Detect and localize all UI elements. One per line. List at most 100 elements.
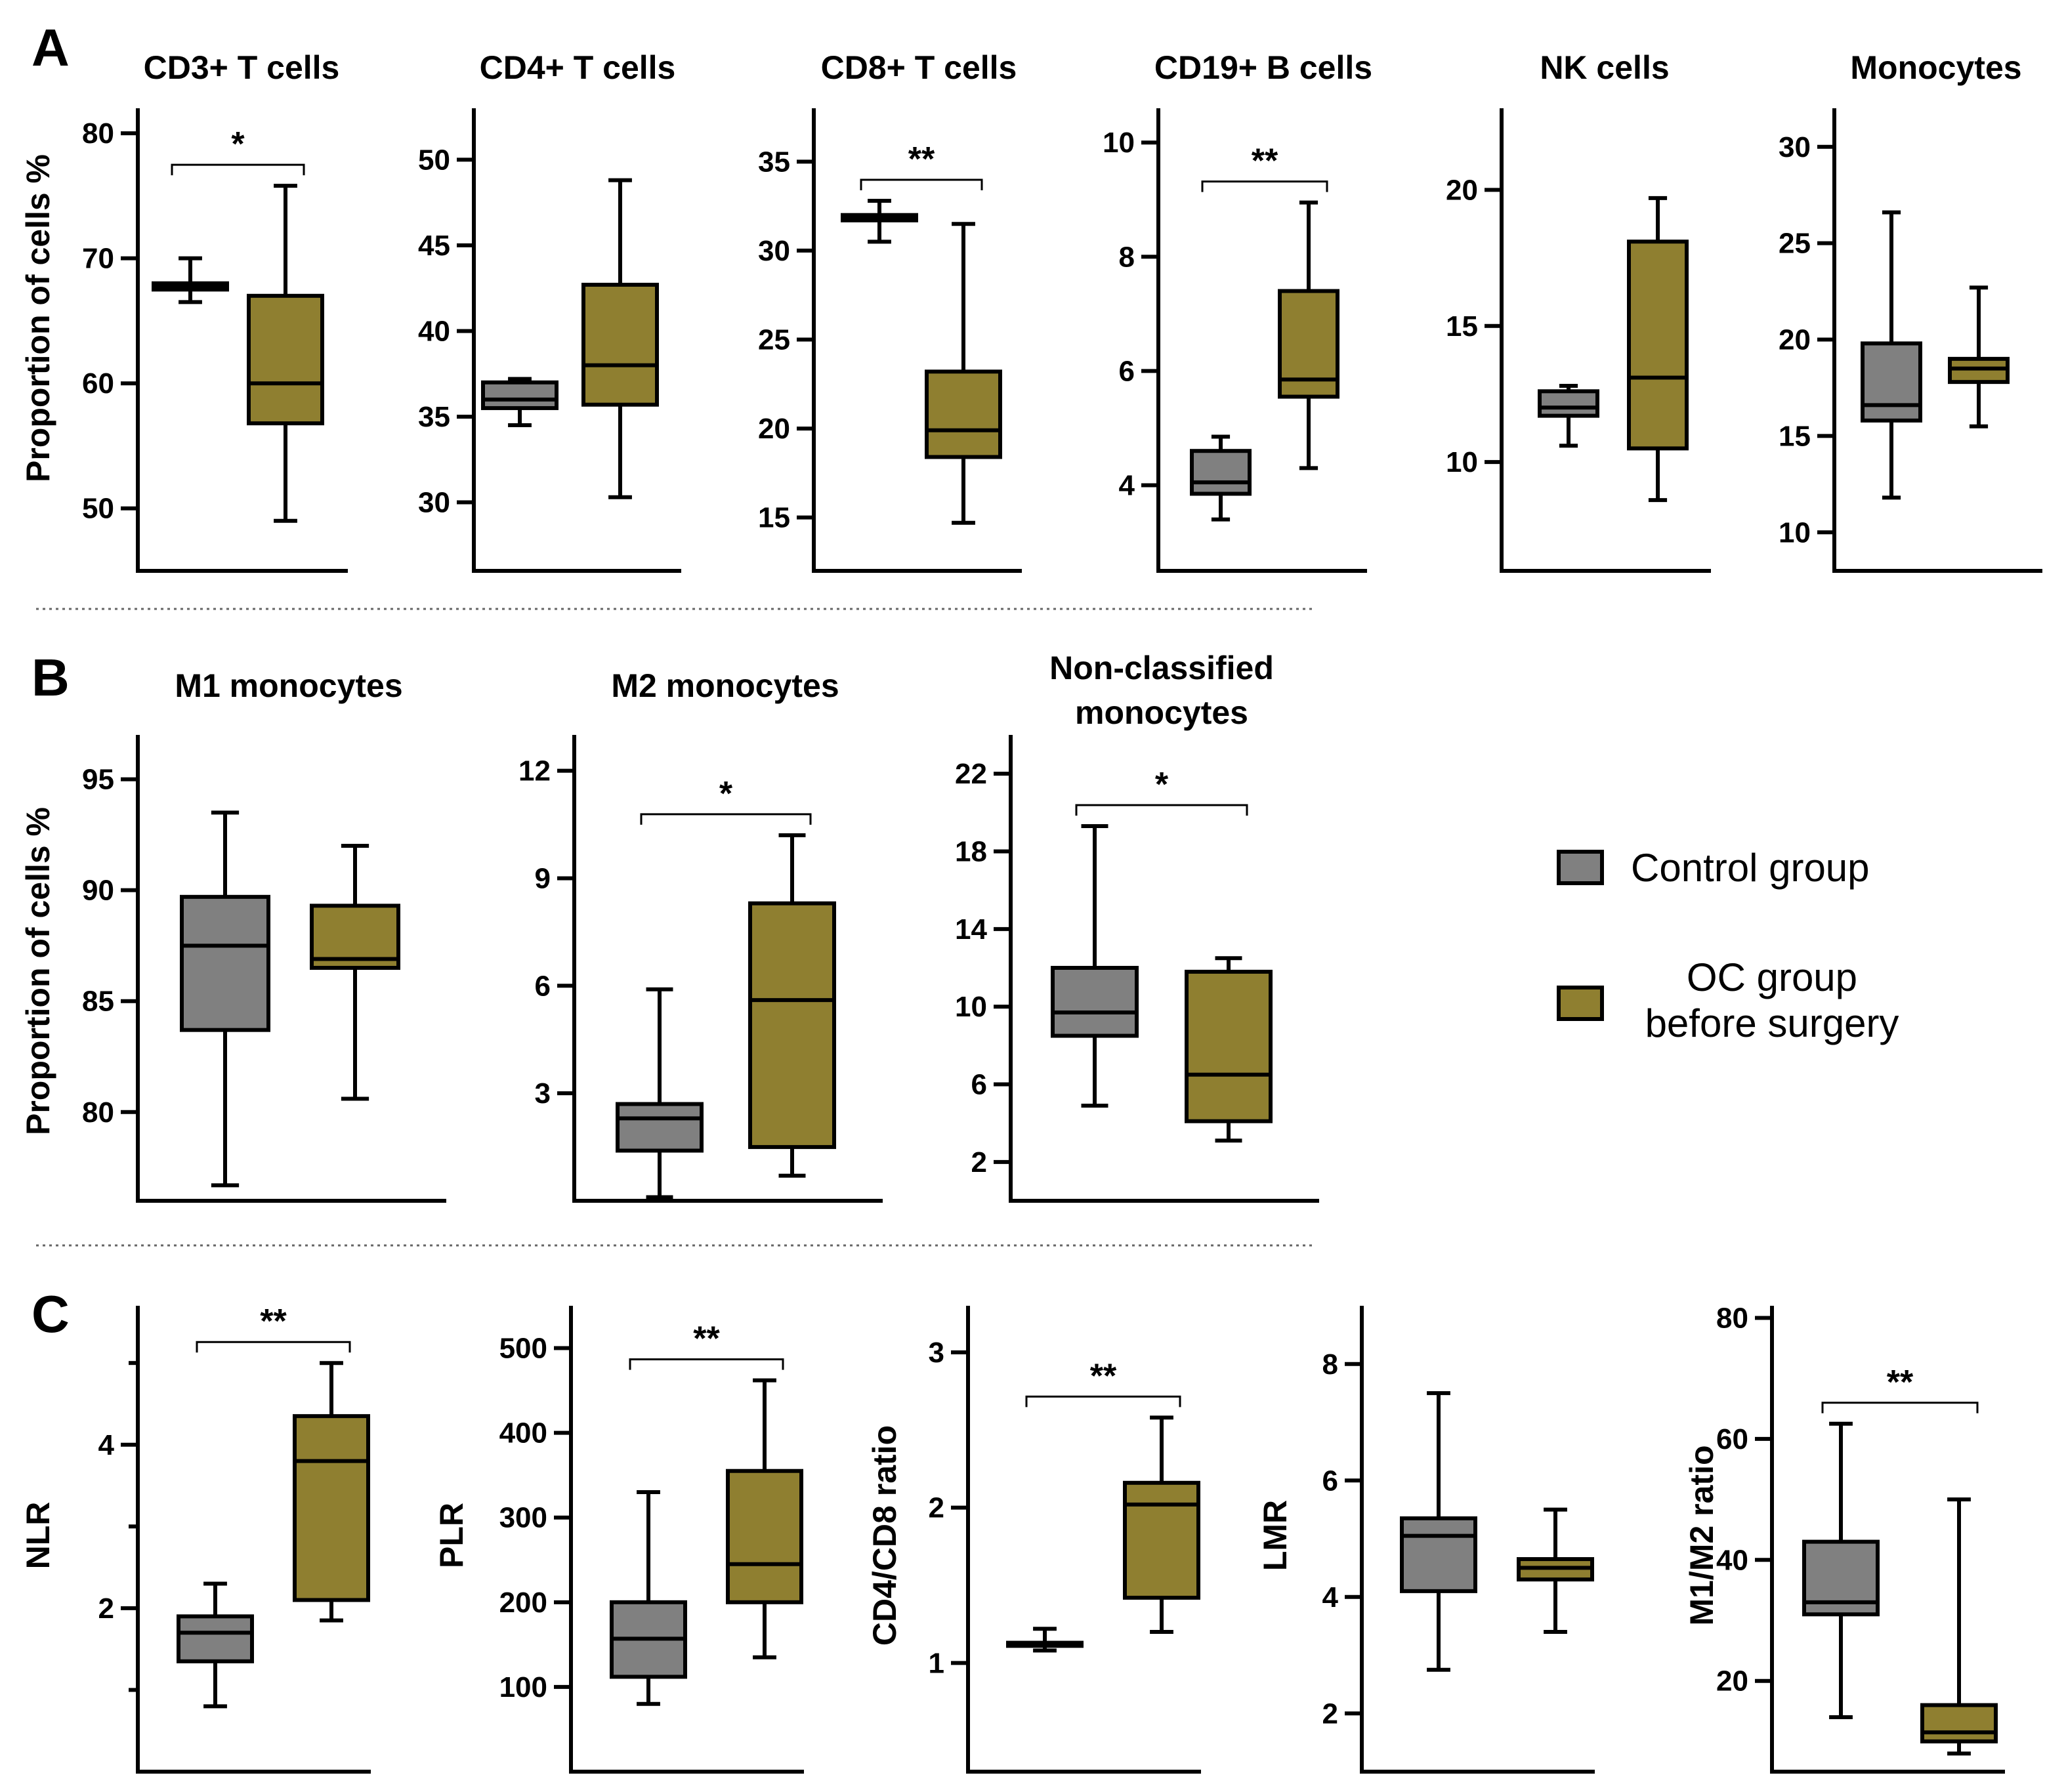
y-tick-label: 35 xyxy=(758,146,790,178)
chart-title-line1: Non-classified xyxy=(1049,650,1274,686)
panel-letter-a: A xyxy=(32,18,70,77)
y-tick-label: 60 xyxy=(1716,1423,1748,1455)
y-tick-label: 3 xyxy=(535,1077,551,1110)
significance-label: ** xyxy=(1887,1364,1914,1402)
y-tick-label: 15 xyxy=(1446,310,1478,343)
y-tick-label: 500 xyxy=(499,1333,547,1365)
box-oc xyxy=(1948,285,2010,428)
legend-label-oc-line1: OC group xyxy=(1687,955,1857,999)
y-axis-label: LMR xyxy=(1257,1500,1294,1571)
y-tick-label: 8 xyxy=(1322,1348,1338,1381)
y-tick-label: 85 xyxy=(82,986,114,1018)
y-tick-label: 6 xyxy=(1322,1465,1338,1497)
significance-label: ** xyxy=(693,1320,720,1358)
y-tick-label: 8 xyxy=(1119,241,1135,273)
box-control xyxy=(1802,1421,1880,1720)
chart-monocytes: Monocytes 10 15 20 25 30 xyxy=(1779,49,2042,573)
significance-bracket xyxy=(640,813,812,825)
y-tick-label: 200 xyxy=(499,1587,547,1619)
box-control xyxy=(177,1581,254,1709)
box-oc xyxy=(1517,1507,1594,1634)
chart-title: M1 monocytes xyxy=(175,667,402,704)
box-iqr xyxy=(581,282,659,407)
box-iqr xyxy=(293,1414,370,1602)
y-tick-label: 45 xyxy=(418,230,450,262)
y-tick-label: 20 xyxy=(1446,174,1478,206)
box-iqr xyxy=(1627,240,1689,451)
box-iqr xyxy=(180,894,270,1032)
y-tick-label: 80 xyxy=(82,117,114,150)
significance-label: ** xyxy=(908,140,935,178)
panel-letter-b: B xyxy=(32,648,70,707)
y-tick-label: 20 xyxy=(758,413,790,445)
significance-bracket xyxy=(1821,1402,1979,1413)
y-tick-label: 80 xyxy=(82,1096,114,1129)
chart-cd3-t-cells: CD3+ T cells Proportion of cells % 50 60 7… xyxy=(20,49,348,573)
y-tick-label: 60 xyxy=(82,367,114,400)
y-tick-label: 12 xyxy=(518,755,551,787)
chart-m1-monocytes: M1 monocytes Proportion of cells % 80 85 9… xyxy=(20,667,446,1203)
chart-nk-cells: NK cells 10 15 20 xyxy=(1446,49,1711,573)
box-oc xyxy=(726,1378,803,1659)
y-tick-label: 30 xyxy=(1779,131,1811,163)
chart-title: CD19+ B cells xyxy=(1154,49,1372,86)
chart-non-classified-monocytes: Non-classified monocytes 2 6 10 14 18 22 * xyxy=(955,650,1319,1203)
y-tick-label: 2 xyxy=(971,1146,987,1178)
y-tick-label: 18 xyxy=(955,836,987,868)
significance-label: ** xyxy=(1252,142,1278,180)
box-control xyxy=(1051,824,1139,1108)
significance-bracket xyxy=(1075,804,1248,816)
box-oc xyxy=(1123,1415,1200,1634)
y-tick-label: 6 xyxy=(535,970,551,1002)
y-tick-label: 10 xyxy=(1779,516,1811,549)
chart-nlr: NLR 2 4 ** xyxy=(20,1302,371,1774)
significance-label: * xyxy=(231,125,245,163)
box-iqr xyxy=(726,1469,803,1604)
y-tick-label: 4 xyxy=(1119,469,1135,501)
y-tick-label: 2 xyxy=(1322,1698,1338,1730)
significance-bracket xyxy=(196,1341,351,1353)
box-iqr xyxy=(748,901,836,1150)
legend: Control group OC group before surgery xyxy=(1557,846,1899,1045)
box-control xyxy=(152,256,229,304)
y-axis-label: Proportion of cells % xyxy=(20,154,56,482)
significance-bracket xyxy=(1201,180,1328,192)
y-tick-label: 2 xyxy=(929,1492,944,1524)
box-iqr xyxy=(616,1102,704,1153)
y-tick-label: 4 xyxy=(1322,1581,1339,1614)
chart-title: M2 monocytes xyxy=(611,667,839,704)
y-tick-label: 1 xyxy=(929,1647,944,1679)
significance-bracket xyxy=(629,1358,784,1370)
significance-label: * xyxy=(1155,766,1169,804)
box-oc xyxy=(293,1361,370,1623)
y-tick-label: 15 xyxy=(758,502,790,534)
chart-title-line2: monocytes xyxy=(1075,694,1248,731)
box-oc xyxy=(1627,196,1689,503)
y-tick-label: 25 xyxy=(1779,228,1811,260)
y-axis-label: Proportion of cells % xyxy=(20,807,56,1135)
box-control xyxy=(1861,210,1922,500)
box-iqr xyxy=(1861,341,1922,423)
box-iqr xyxy=(925,369,1002,459)
box-control xyxy=(481,377,559,428)
chart-cd4-cd8-ratio: CD4/CD8 ratio 1 2 3 ** xyxy=(866,1306,1201,1774)
box-oc xyxy=(748,833,836,1178)
y-tick-label: 2 xyxy=(98,1593,114,1625)
box-control xyxy=(1538,384,1599,448)
chart-cd19-b-cells: CD19+ B cells 4 6 8 10 ** xyxy=(1103,49,1372,573)
significance-bracket xyxy=(860,178,983,190)
y-tick-label: 40 xyxy=(1716,1544,1748,1576)
y-tick-label: 70 xyxy=(82,243,114,275)
y-tick-label: 40 xyxy=(418,315,450,347)
legend-label-oc-line2: before surgery xyxy=(1645,1001,1899,1045)
y-tick-label: 20 xyxy=(1779,324,1811,356)
box-oc xyxy=(310,844,400,1101)
box-control xyxy=(1006,1627,1084,1653)
y-tick-label: 80 xyxy=(1716,1302,1748,1334)
box-oc xyxy=(1278,200,1339,470)
significance-bracket xyxy=(171,163,305,176)
chart-lmr: LMR 2 4 6 8 xyxy=(1257,1306,1595,1774)
chart-title: CD4+ T cells xyxy=(480,49,676,86)
y-tick-label: 50 xyxy=(418,144,450,176)
